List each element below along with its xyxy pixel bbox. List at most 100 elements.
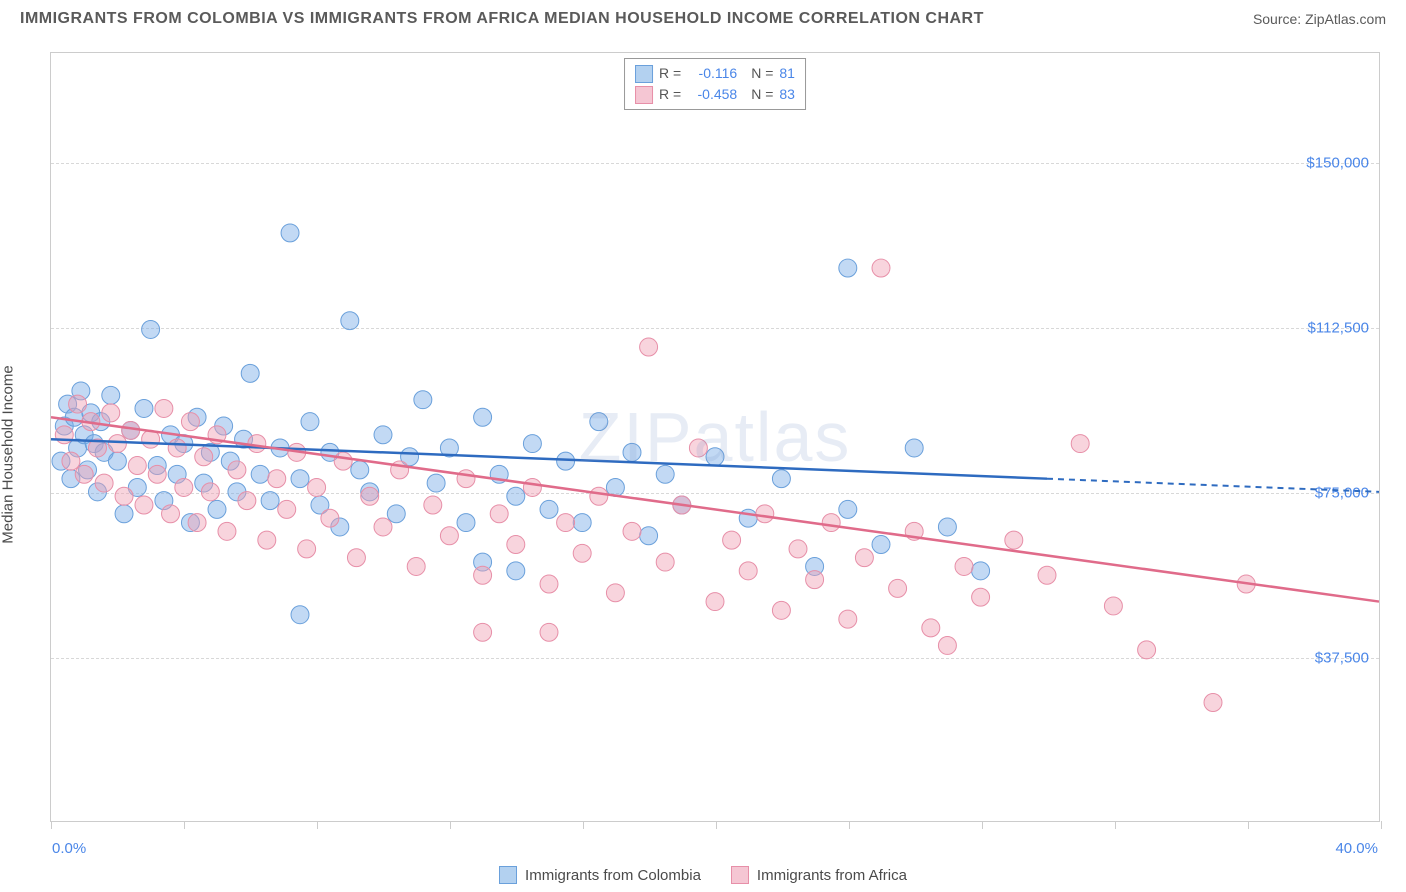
data-point [374,518,392,536]
data-point [142,321,160,339]
data-point [291,606,309,624]
data-point [361,487,379,505]
x-tick [583,821,584,829]
legend-series-label: Immigrants from Africa [757,867,907,884]
data-point [523,435,541,453]
chart-title: IMMIGRANTS FROM COLOMBIA VS IMMIGRANTS F… [20,10,984,28]
data-point [148,465,166,483]
data-point [457,514,475,532]
x-tick [1115,821,1116,829]
x-tick [184,821,185,829]
data-point [1138,641,1156,659]
data-point [606,584,624,602]
legend-series-item: Immigrants from Africa [731,866,907,884]
data-point [162,505,180,523]
chart-area: ZIPatlas R =-0.116N =81R =-0.458N =83 $3… [50,52,1380,822]
n-value: 83 [779,84,795,105]
data-point [228,461,246,479]
legend-swatch [499,866,517,884]
data-point [268,470,286,488]
regression-line-extrapolated [1047,479,1379,492]
scatter-plot [51,53,1379,821]
legend-swatch [731,866,749,884]
data-point [387,505,405,523]
data-point [573,544,591,562]
legend-correlation: R =-0.116N =81R =-0.458N =83 [624,58,806,110]
data-point [490,505,508,523]
data-point [135,399,153,417]
data-point [301,413,319,431]
data-point [188,514,206,532]
data-point [905,439,923,457]
data-point [278,500,296,518]
data-point [457,470,475,488]
data-point [772,470,790,488]
data-point [706,593,724,611]
data-point [839,610,857,628]
data-point [507,536,525,554]
data-point [155,399,173,417]
data-point [261,492,279,510]
data-point [1204,694,1222,712]
data-point [175,478,193,496]
data-point [656,553,674,571]
data-point [407,557,425,575]
data-point [115,487,133,505]
x-tick [1381,821,1382,829]
legend-swatch [635,86,653,104]
n-value: 81 [779,63,795,84]
data-point [414,391,432,409]
x-tick [716,821,717,829]
data-point [889,579,907,597]
data-point [623,522,641,540]
data-point [108,452,126,470]
legend-correlation-row: R =-0.116N =81 [635,63,795,84]
data-point [69,395,87,413]
data-point [656,465,674,483]
data-point [258,531,276,549]
data-point [723,531,741,549]
data-point [540,500,558,518]
data-point [590,487,608,505]
data-point [128,457,146,475]
data-point [756,505,774,523]
x-tick [450,821,451,829]
data-point [208,500,226,518]
data-point [806,571,824,589]
data-point [640,338,658,356]
data-point [241,364,259,382]
data-point [540,575,558,593]
data-point [347,549,365,567]
data-point [540,623,558,641]
data-point [281,224,299,242]
data-point [772,601,790,619]
data-point [623,443,641,461]
data-point [334,452,352,470]
legend-series-label: Immigrants from Colombia [525,867,701,884]
x-tick [982,821,983,829]
data-point [822,514,840,532]
data-point [938,518,956,536]
data-point [938,636,956,654]
data-point [424,496,442,514]
legend-series-item: Immigrants from Colombia [499,866,701,884]
data-point [308,478,326,496]
data-point [739,562,757,580]
data-point [789,540,807,558]
n-label: N = [751,63,773,84]
data-point [573,514,591,532]
data-point [1038,566,1056,584]
data-point [640,527,658,545]
x-min-label: 0.0% [52,840,86,857]
data-point [839,259,857,277]
data-point [872,259,890,277]
n-label: N = [751,84,773,105]
data-point [195,448,213,466]
data-point [238,492,256,510]
data-point [1104,597,1122,615]
x-tick [51,821,52,829]
data-point [706,448,724,466]
r-value: -0.458 [687,84,737,105]
data-point [427,474,445,492]
data-point [341,312,359,330]
